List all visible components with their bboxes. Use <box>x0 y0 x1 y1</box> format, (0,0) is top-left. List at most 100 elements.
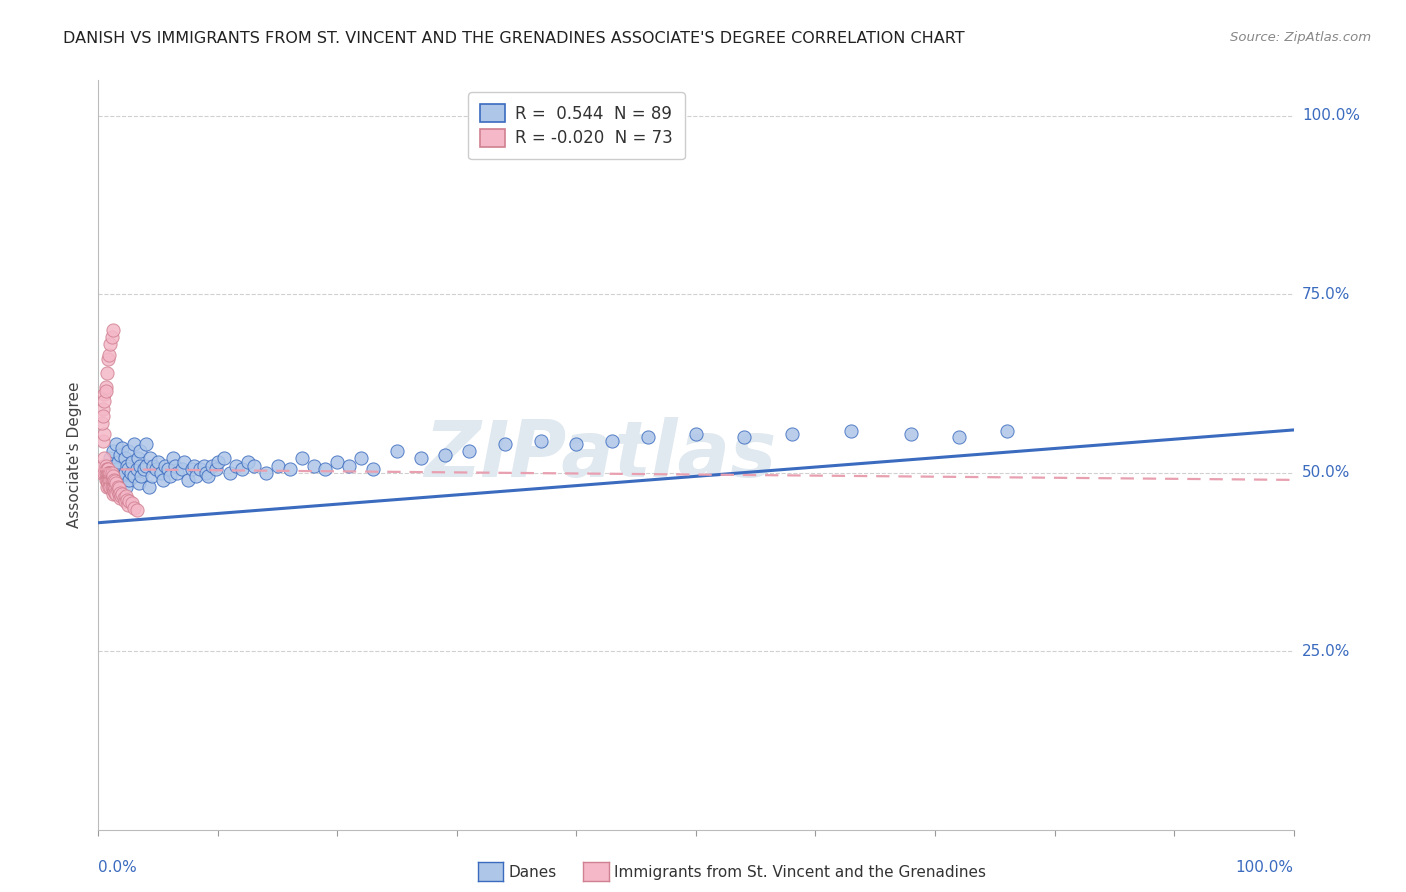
Point <box>254 466 277 480</box>
Point <box>162 451 184 466</box>
Point <box>128 476 150 491</box>
Point <box>101 323 124 337</box>
Text: 75.0%: 75.0% <box>1302 287 1350 301</box>
Point <box>97 473 120 487</box>
Point <box>91 409 114 423</box>
Point <box>149 466 172 480</box>
Point <box>114 494 136 508</box>
Point <box>100 466 122 480</box>
Point <box>111 441 134 455</box>
Point <box>110 489 132 503</box>
Point <box>188 462 211 476</box>
Point <box>108 473 131 487</box>
Point <box>107 482 129 496</box>
Point <box>115 458 138 473</box>
Point <box>685 426 707 441</box>
Point <box>148 455 170 469</box>
Text: 25.0%: 25.0% <box>1302 644 1350 658</box>
Point <box>231 462 253 476</box>
Point <box>107 483 129 498</box>
Point <box>96 480 118 494</box>
Point <box>173 455 195 469</box>
Point <box>201 458 224 473</box>
Point <box>117 462 139 476</box>
Point <box>186 469 208 483</box>
Point <box>129 458 152 473</box>
Point <box>115 492 138 507</box>
Point <box>117 498 139 512</box>
Point <box>494 437 516 451</box>
Point <box>107 487 129 501</box>
Point <box>98 480 122 494</box>
Point <box>93 426 115 441</box>
Point <box>94 473 117 487</box>
Point <box>145 462 167 476</box>
Point <box>105 462 128 476</box>
Point <box>96 466 118 480</box>
Point <box>135 458 157 473</box>
Point <box>97 462 120 476</box>
Point <box>637 430 659 444</box>
Point <box>94 384 117 398</box>
Point <box>117 444 139 458</box>
Point <box>103 473 125 487</box>
Point <box>107 480 129 494</box>
Point <box>98 473 122 487</box>
Point <box>94 466 117 480</box>
Point <box>105 487 128 501</box>
Point <box>111 469 134 483</box>
Text: 0.0%: 0.0% <box>98 860 138 875</box>
Point <box>118 494 141 508</box>
Point <box>166 466 188 480</box>
Point <box>98 466 122 480</box>
Point <box>94 380 117 394</box>
Point <box>98 451 122 466</box>
Point <box>780 426 803 441</box>
Point <box>100 469 122 483</box>
Point <box>350 451 373 466</box>
Point <box>159 469 181 483</box>
Text: Source: ZipAtlas.com: Source: ZipAtlas.com <box>1230 31 1371 45</box>
Point <box>132 462 155 476</box>
Point <box>291 451 314 466</box>
Point <box>101 487 124 501</box>
Point <box>121 455 143 469</box>
Point <box>91 401 114 416</box>
Point <box>108 448 131 462</box>
Text: 100.0%: 100.0% <box>1236 860 1294 875</box>
Point <box>129 444 152 458</box>
Point <box>93 394 115 409</box>
Point <box>156 462 179 476</box>
Point <box>97 476 120 491</box>
Point <box>108 485 131 500</box>
Point <box>602 434 624 448</box>
Point <box>152 473 174 487</box>
Point <box>315 462 337 476</box>
Y-axis label: Associate's Degree: Associate's Degree <box>67 382 83 528</box>
Point <box>118 473 141 487</box>
Point <box>111 487 134 501</box>
Point <box>267 458 290 473</box>
Point <box>120 466 142 480</box>
Point <box>97 466 120 480</box>
Point <box>458 444 481 458</box>
Point <box>339 458 361 473</box>
Point <box>112 491 135 505</box>
Point <box>103 483 125 498</box>
Point <box>326 455 349 469</box>
Point <box>105 476 128 491</box>
Point <box>733 430 755 444</box>
Point <box>98 480 121 494</box>
Point <box>141 469 163 483</box>
Point <box>139 451 162 466</box>
Point <box>127 451 149 466</box>
Point <box>131 469 153 483</box>
Point <box>243 458 266 473</box>
Text: 100.0%: 100.0% <box>1302 109 1360 123</box>
Point <box>212 451 235 466</box>
Point <box>97 351 120 366</box>
Point <box>97 469 120 483</box>
Point <box>96 462 118 476</box>
Point <box>104 485 127 500</box>
Point <box>114 451 136 466</box>
